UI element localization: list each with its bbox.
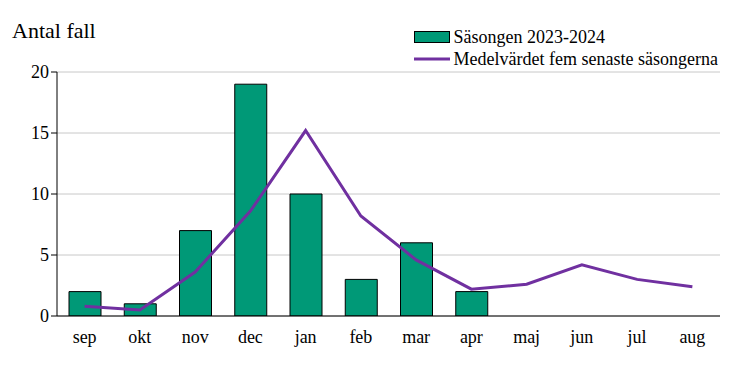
svg-text:maj: maj xyxy=(513,327,540,347)
svg-text:0: 0 xyxy=(40,306,49,326)
svg-text:mar: mar xyxy=(402,327,430,347)
svg-text:15: 15 xyxy=(31,123,49,143)
svg-text:feb: feb xyxy=(349,327,372,347)
svg-text:jul: jul xyxy=(627,327,647,347)
svg-text:apr: apr xyxy=(460,327,483,347)
svg-text:dec: dec xyxy=(238,327,263,347)
svg-text:aug: aug xyxy=(679,327,705,347)
html-text:Medelvärdet fem senaste säsong: Medelvärdet fem senaste säsongerna xyxy=(453,49,718,69)
html-text:Säsongen 2023-2024: Säsongen 2023-2024 xyxy=(453,27,606,47)
svg-text:nov: nov xyxy=(182,327,209,347)
svg-text:sep: sep xyxy=(73,327,97,347)
svg-text:10: 10 xyxy=(31,184,49,204)
svg-text:jan: jan xyxy=(294,327,317,347)
svg-text:jun: jun xyxy=(569,327,593,347)
svg-text:20: 20 xyxy=(31,62,49,82)
svg-text:okt: okt xyxy=(128,327,151,347)
html-text:Antal fall: Antal fall xyxy=(12,18,96,43)
svg-text:5: 5 xyxy=(40,245,49,265)
